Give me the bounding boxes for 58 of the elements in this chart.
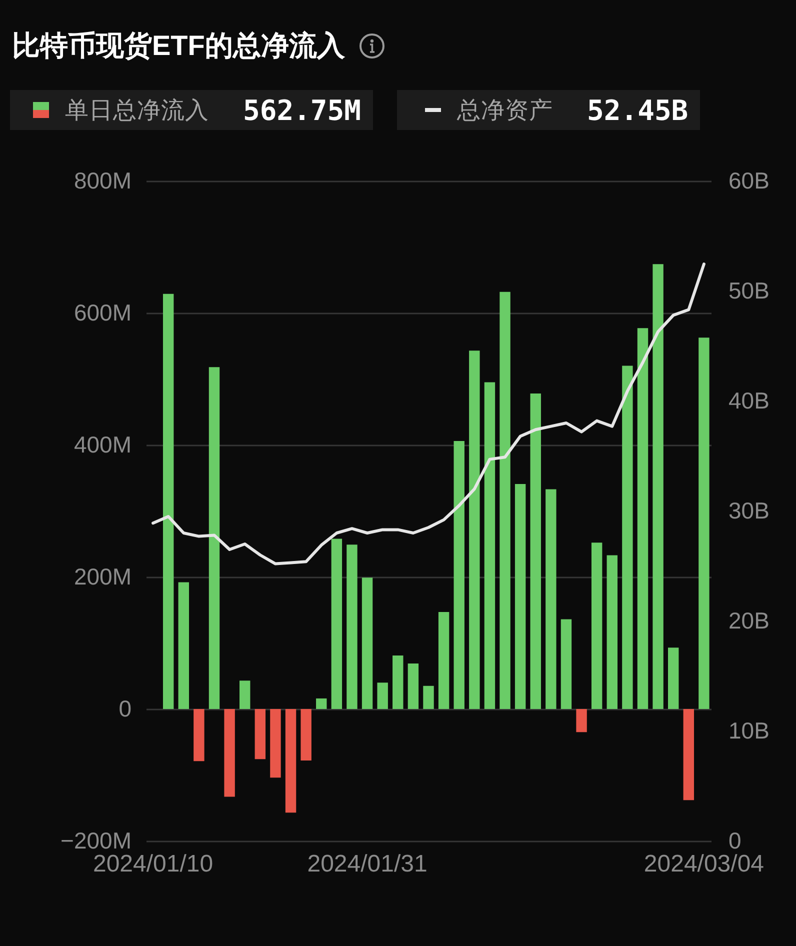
- bar: [438, 612, 450, 709]
- bar: [392, 656, 404, 709]
- bar: [194, 709, 204, 762]
- bar: [300, 709, 312, 760]
- text: 562.75M: [243, 94, 362, 126]
- bar: [698, 338, 710, 709]
- y2-tick-label: 40B: [728, 388, 770, 414]
- bar: [208, 367, 220, 709]
- bar: [331, 538, 342, 709]
- y-tick-label: 200M: [74, 564, 132, 590]
- bar: [178, 582, 189, 709]
- bar: [637, 328, 648, 709]
- bar: [560, 619, 572, 709]
- bar: [683, 709, 694, 800]
- y2-tick-label: 50B: [728, 278, 770, 304]
- x-tick-label: 2024/01/31: [307, 850, 428, 878]
- bar: [316, 698, 327, 709]
- bar: [362, 578, 373, 709]
- bar: [500, 292, 510, 709]
- y-tick-label: 800M: [74, 168, 132, 194]
- bar: [346, 544, 358, 709]
- bar: [423, 686, 434, 709]
- y-tick-label: −200M: [60, 828, 132, 854]
- bar: [576, 709, 587, 732]
- bar: [408, 663, 419, 709]
- line-series: [152, 262, 706, 566]
- bar: [162, 294, 174, 709]
- bar: [652, 264, 664, 709]
- text: 52.45B: [587, 94, 688, 126]
- bar: [285, 709, 296, 813]
- y-tick-label: 600M: [74, 300, 132, 326]
- x-tick-label: 2024/01/10: [92, 850, 214, 878]
- bar: [514, 484, 526, 709]
- y-tick-label: 0: [118, 696, 132, 722]
- y2-tick-label: 60B: [728, 168, 770, 194]
- bar: [270, 709, 281, 778]
- y2-tick-label: 30B: [728, 498, 770, 524]
- bar: [622, 366, 633, 709]
- legend-label: 单日总净流入: [65, 96, 209, 125]
- bar: [224, 709, 235, 797]
- bar: [668, 648, 679, 709]
- legend-label: 总净资产: [457, 96, 554, 125]
- bar: [606, 555, 618, 709]
- bar: [454, 441, 464, 709]
- bar: [530, 394, 541, 709]
- bar: [591, 542, 602, 709]
- y-tick-label: 400M: [74, 432, 132, 458]
- bar: [240, 680, 250, 709]
- x-tick-label: 2024/03/04: [644, 850, 764, 878]
- y2-tick-label: 20B: [728, 608, 770, 634]
- bar: [469, 350, 480, 709]
- y2-tick-label: 10B: [728, 718, 770, 744]
- chart-title: 比特币现货ETF的总净流入: [12, 29, 345, 63]
- y2-tick-label: 0: [728, 828, 742, 854]
- bar: [254, 709, 266, 760]
- bar: [484, 382, 496, 709]
- bar: [546, 489, 556, 709]
- bar: [377, 682, 388, 709]
